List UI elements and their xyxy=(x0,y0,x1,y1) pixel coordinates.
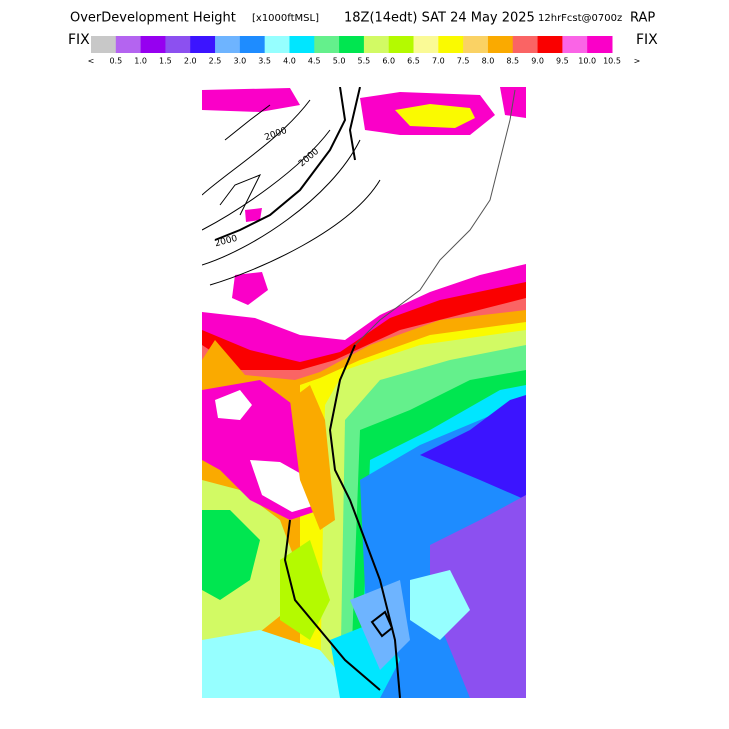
title-part: OverDevelopment Height xyxy=(70,11,236,26)
colorbar-swatch xyxy=(537,36,563,53)
colorbar-label: 7.0 xyxy=(432,57,445,66)
colorbar-swatch xyxy=(388,36,415,53)
colorbar-label: 9.0 xyxy=(531,57,544,66)
title-part: [x1000ftMSL] xyxy=(252,13,319,24)
colorbar-label: 2.0 xyxy=(184,57,197,66)
colorbar-label: 10.0 xyxy=(578,57,596,66)
colorbar-label: 1.0 xyxy=(134,57,147,66)
colorbar-swatch xyxy=(140,36,166,53)
colorbar-swatch xyxy=(587,36,613,53)
colorbar-swatch xyxy=(239,36,266,53)
colorbar-swatch xyxy=(215,36,241,53)
colorbar-swatch xyxy=(413,36,439,53)
colorbar-swatch xyxy=(264,36,290,53)
title: OverDevelopment Height [x1000ftMSL] 18Z(… xyxy=(70,11,655,26)
colorbar-swatch xyxy=(562,36,588,53)
colorbar-swatch xyxy=(190,36,216,53)
colorbar-label: 5.5 xyxy=(358,57,371,66)
colorbar-label: 6.0 xyxy=(382,57,395,66)
colorbar-swatch xyxy=(363,36,390,53)
colorbar-label: 9.5 xyxy=(556,57,569,66)
colorbar-label: < xyxy=(88,57,95,66)
colorbar-swatch xyxy=(438,36,464,53)
colorbar-label: 0.5 xyxy=(109,57,122,66)
colorbar-label: > xyxy=(634,57,641,66)
colorbar: <0.5 1.0 1.5 2.0 2.5 3.0 3.5 4.0 4.5 5.0 5.5 6.0 6.5… xyxy=(88,36,641,66)
colorbar-label: 1.5 xyxy=(159,57,172,66)
colorbar-swatch xyxy=(314,36,340,53)
fix-label: FIX xyxy=(636,32,658,48)
colorbar-label: 3.0 xyxy=(233,57,246,66)
colorbar-swatch xyxy=(115,36,142,53)
fix-label: FIX xyxy=(68,32,90,48)
title-part: 18Z(14edt) SAT 24 May 2025 xyxy=(344,11,535,26)
colorbar-label: 4.0 xyxy=(283,57,296,66)
colorbar-label: 8.5 xyxy=(506,57,519,66)
colorbar-label: 3.5 xyxy=(258,57,271,66)
title-part: 12hrFcst@0700z xyxy=(538,13,622,24)
colorbar-swatch xyxy=(91,36,117,53)
colorbar-swatch xyxy=(339,36,365,53)
colorbar-label: 4.5 xyxy=(308,57,321,66)
colorbar-swatch xyxy=(487,36,514,53)
colorbar-label: 7.5 xyxy=(457,57,470,66)
colorbar-swatch xyxy=(165,36,191,53)
colorbar-label: 5.0 xyxy=(333,57,346,66)
colorbar-label: 8.0 xyxy=(482,57,495,66)
colorbar-label: 10.5 xyxy=(603,57,621,66)
map: 2000 2000 2000 xyxy=(202,87,526,698)
title-part: RAP xyxy=(630,11,655,26)
colorbar-label: 6.5 xyxy=(407,57,420,66)
colorbar-swatch xyxy=(512,36,539,53)
colorbar-swatch xyxy=(463,36,489,53)
colorbar-swatch xyxy=(289,36,315,53)
colorbar-label: 2.5 xyxy=(209,57,222,66)
